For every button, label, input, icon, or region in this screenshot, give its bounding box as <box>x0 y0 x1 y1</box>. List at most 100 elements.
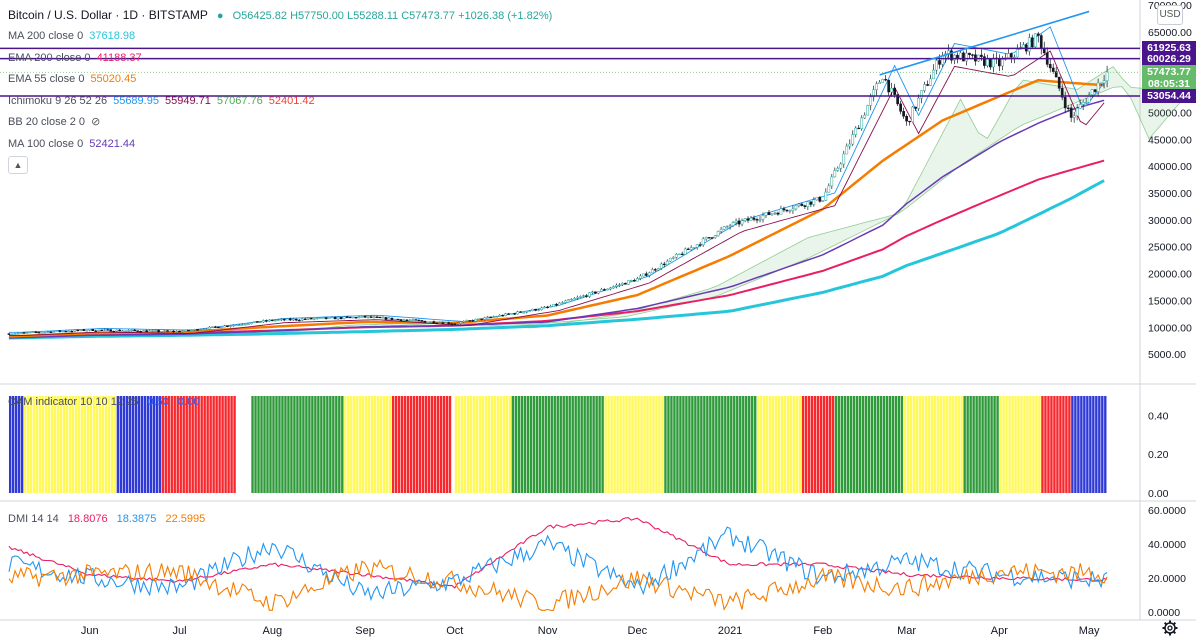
cam-bar <box>119 396 123 493</box>
cam-bar <box>679 396 682 493</box>
ichimoku-base-line <box>9 50 1105 337</box>
cam-bar <box>1050 396 1053 493</box>
cam-bar <box>1038 396 1041 493</box>
cam-bar <box>251 396 254 493</box>
candle-body <box>423 320 427 323</box>
candle-body <box>327 317 331 319</box>
cam-bar <box>164 396 167 493</box>
candle-body <box>435 322 439 325</box>
indicator-name[interactable]: BB 20 close 2 0 <box>8 116 86 128</box>
candle-body <box>49 331 53 333</box>
cam-bar <box>801 396 805 493</box>
cam-bar <box>837 396 841 493</box>
candle-body <box>76 329 80 332</box>
candle-body <box>734 220 738 223</box>
candle-body <box>680 253 684 256</box>
currency-button[interactable]: USD <box>1157 5 1183 25</box>
cam-bar <box>311 396 314 493</box>
indicator-name[interactable]: MA 200 close 0 <box>8 30 84 42</box>
cam-bar <box>1056 396 1059 493</box>
candle-body <box>522 312 525 314</box>
cam-bar <box>1032 396 1035 493</box>
cam-bar <box>35 396 39 493</box>
cam-bar <box>68 396 72 493</box>
cam-bar <box>218 396 221 493</box>
price-tag: 60026.29 <box>1142 51 1196 66</box>
cam-bar <box>418 396 422 493</box>
cam-bar <box>308 396 311 493</box>
cam-bar <box>347 396 350 493</box>
ema200-line <box>8 159 1105 338</box>
cam-bar <box>176 396 179 493</box>
candle-body <box>136 330 139 332</box>
cam-bar <box>682 396 685 493</box>
candle-body <box>1006 53 1010 58</box>
indicator-name[interactable]: Ichimoku 9 26 52 26 <box>8 94 108 107</box>
candle-body <box>273 319 277 322</box>
candle-body <box>1009 53 1013 58</box>
indicator-name[interactable]: EMA 55 close 0 <box>8 73 85 85</box>
candle-body <box>600 289 603 292</box>
cam-bar <box>685 396 688 493</box>
candle-body <box>330 316 334 319</box>
dmi-tick-label: 0.0000 <box>1148 607 1180 619</box>
candle-body <box>13 333 17 335</box>
cam-bar <box>374 396 377 493</box>
symbol-title[interactable]: Bitcoin / U.S. Dollar · 1D · BITSTAMP <box>8 8 208 22</box>
cam-bar <box>1011 396 1014 493</box>
candle-body <box>743 218 747 221</box>
dmi-legend-name[interactable]: DMI 14 14 <box>8 513 59 525</box>
cam-bar <box>38 396 42 493</box>
cam-bar <box>529 396 533 493</box>
candle-body <box>1012 56 1016 59</box>
collapse-legend-button[interactable]: ▲ <box>8 156 28 174</box>
indicator-legend-row: EMA 55 close 0 55020.45 <box>8 72 142 86</box>
candle-body <box>525 311 528 313</box>
cam-bar <box>580 396 583 493</box>
candle-body <box>549 306 552 308</box>
hidden-eye-icon[interactable]: ⊘ <box>91 116 101 128</box>
cam-bar <box>230 396 233 493</box>
cam-bar <box>397 396 401 493</box>
cam-bar <box>496 396 500 493</box>
indicator-name[interactable]: EMA 200 close 0 <box>8 51 91 64</box>
cam-bar <box>745 396 748 493</box>
cam-bar <box>152 396 155 493</box>
candle-body <box>306 317 310 320</box>
candle-body <box>190 329 193 332</box>
cam-bar <box>371 396 374 493</box>
cam-bar <box>550 396 553 493</box>
candle-body <box>929 78 932 86</box>
gear-icon[interactable] <box>1162 620 1178 636</box>
candle-body <box>609 287 612 290</box>
cam-legend-name[interactable]: CAM indicator 10 10 12 26 <box>8 396 139 408</box>
candle-body <box>456 323 460 325</box>
candle-body <box>704 237 708 240</box>
cam-bar <box>610 396 613 493</box>
candle-body <box>226 325 229 327</box>
candle-body <box>342 316 346 319</box>
cam-bar <box>179 396 182 493</box>
candle-body <box>142 330 145 332</box>
cam-bar <box>559 396 562 493</box>
cam-bar <box>945 396 948 493</box>
cam-bar <box>520 396 524 493</box>
candle-body <box>689 247 693 250</box>
candle-body <box>719 229 723 232</box>
cam-bar <box>774 396 778 493</box>
cam-bar <box>981 396 984 493</box>
indicator-name[interactable]: MA 100 close 0 <box>8 137 84 150</box>
cam-bar <box>1008 396 1011 493</box>
cam-bar <box>227 396 230 493</box>
cam-bar <box>586 396 589 493</box>
candle-body <box>244 324 247 326</box>
candle-body <box>797 203 801 207</box>
cam-bar <box>754 396 757 493</box>
candle-body <box>1096 82 1100 92</box>
cam-bar <box>637 396 640 493</box>
candle-body <box>420 320 424 322</box>
cam-bar <box>191 396 194 493</box>
candle-body <box>196 329 199 331</box>
candle-body <box>800 203 804 206</box>
candle-body <box>881 79 885 83</box>
